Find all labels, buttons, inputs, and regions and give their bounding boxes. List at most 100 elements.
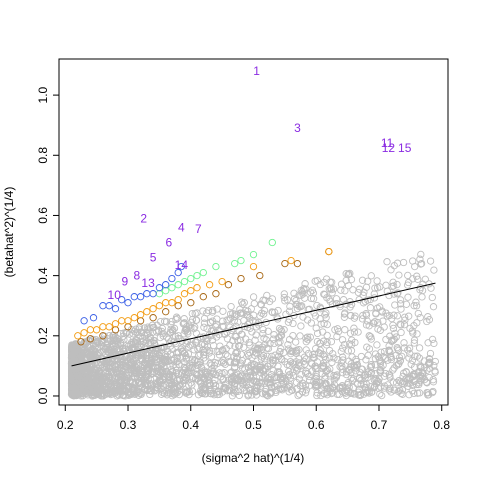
- background-point: [276, 374, 284, 382]
- background-point: [380, 347, 389, 356]
- background-point: [377, 383, 385, 391]
- highlight-point-orange: [187, 287, 195, 295]
- background-point: [337, 358, 345, 366]
- background-point: [242, 373, 251, 382]
- background-point: [262, 336, 270, 344]
- background-point: [382, 281, 390, 289]
- background-point: [188, 309, 196, 318]
- background-point: [429, 376, 437, 384]
- background-point: [269, 356, 277, 365]
- background-point: [401, 316, 409, 324]
- background-point: [389, 278, 397, 286]
- background-point: [430, 339, 438, 348]
- background-point: [418, 293, 426, 301]
- background-point: [338, 353, 347, 361]
- background-point: [404, 346, 412, 354]
- highlight-point-orange: [92, 326, 101, 334]
- background-point: [190, 346, 198, 354]
- background-point: [235, 341, 244, 350]
- background-point: [159, 389, 167, 397]
- background-point: [345, 270, 353, 278]
- background-point: [141, 374, 149, 382]
- background-point: [378, 391, 386, 400]
- background-point: [415, 354, 424, 362]
- background-point: [138, 374, 146, 382]
- background-point: [416, 255, 424, 263]
- background-point: [273, 313, 281, 322]
- background-point: [128, 364, 136, 372]
- background-point: [321, 311, 329, 319]
- background-point: [134, 378, 142, 387]
- background-point: [176, 335, 184, 343]
- background-point: [249, 293, 258, 301]
- background-point: [371, 361, 379, 369]
- background-point: [68, 381, 76, 390]
- background-point: [193, 309, 201, 317]
- background-point: [116, 341, 125, 349]
- background-point: [409, 275, 417, 283]
- background-point: [428, 388, 437, 397]
- background-point: [114, 374, 123, 382]
- background-point: [134, 388, 142, 396]
- background-point: [345, 383, 353, 391]
- background-point: [240, 343, 248, 351]
- background-point: [230, 386, 238, 394]
- background-point: [205, 347, 214, 355]
- background-point: [297, 302, 305, 311]
- background-point: [331, 326, 339, 334]
- background-point: [78, 387, 86, 395]
- background-point: [188, 363, 197, 372]
- background-point: [77, 367, 86, 376]
- background-point: [348, 336, 356, 344]
- background-point: [413, 272, 421, 280]
- background-point: [309, 350, 317, 359]
- background-point: [376, 390, 384, 398]
- background-point: [400, 380, 409, 388]
- background-point: [165, 372, 173, 380]
- highlight-point-brown: [281, 259, 289, 268]
- background-point: [230, 359, 238, 367]
- background-point: [298, 388, 307, 396]
- background-point: [300, 286, 308, 294]
- background-point: [342, 389, 350, 397]
- background-point: [238, 357, 247, 365]
- background-point: [261, 296, 269, 305]
- background-point: [130, 327, 138, 335]
- highlight-point-brown: [293, 259, 302, 268]
- background-point: [286, 357, 295, 366]
- background-point: [199, 385, 207, 394]
- background-point: [377, 348, 385, 356]
- background-point: [315, 349, 323, 357]
- background-point: [295, 375, 304, 383]
- background-point: [414, 309, 422, 318]
- background-point: [328, 278, 336, 286]
- background-point: [385, 346, 393, 354]
- background-point: [342, 270, 350, 278]
- background-point: [253, 365, 261, 374]
- background-point: [347, 363, 355, 371]
- y-tick-label: 0.4: [36, 267, 50, 284]
- background-point: [245, 314, 254, 322]
- background-point: [365, 387, 373, 395]
- background-point: [123, 376, 131, 384]
- background-point: [253, 378, 261, 386]
- background-point: [304, 336, 312, 344]
- background-point: [185, 365, 193, 373]
- background-point: [397, 321, 405, 329]
- background-point: [380, 384, 389, 392]
- background-point: [393, 280, 401, 289]
- background-point: [81, 379, 89, 387]
- background-point: [404, 375, 412, 384]
- background-point: [381, 369, 390, 378]
- background-point: [126, 359, 134, 367]
- background-point: [363, 343, 371, 351]
- background-point: [174, 349, 183, 357]
- highlight-point-brown: [111, 326, 120, 334]
- background-point: [307, 319, 315, 327]
- background-point: [395, 271, 403, 279]
- background-point: [175, 390, 183, 399]
- background-point: [285, 388, 293, 396]
- background-point: [306, 376, 314, 385]
- background-point: [125, 391, 133, 399]
- point-label-14: 14: [175, 258, 189, 272]
